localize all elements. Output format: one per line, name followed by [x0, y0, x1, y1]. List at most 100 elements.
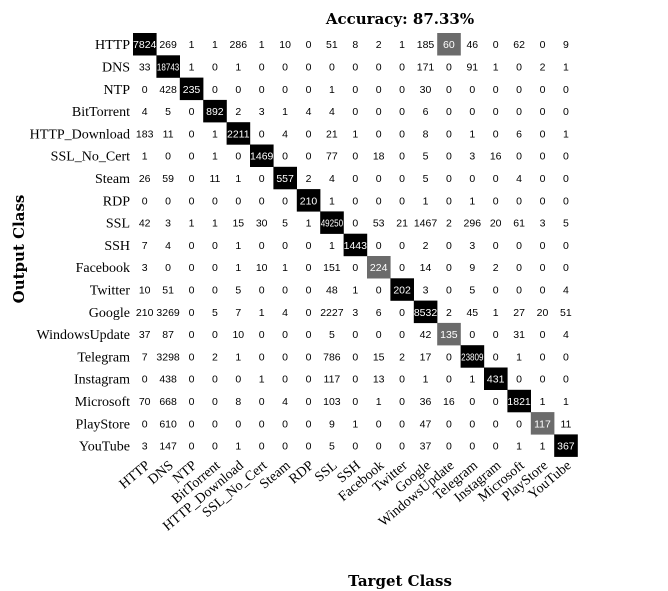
cell-value: 0 [142, 84, 148, 96]
cell-value: 51 [560, 307, 572, 319]
row-label: Facebook [76, 261, 130, 276]
cell-value: 7 [142, 240, 148, 252]
cell-value: 0 [282, 84, 288, 96]
cell-value: 0 [493, 396, 499, 408]
cell-value: 0 [399, 173, 405, 185]
cell-value: 9 [563, 39, 569, 51]
cell-value: 1 [282, 262, 288, 274]
cell-value: 0 [189, 396, 195, 408]
cell-value: 37 [139, 329, 151, 341]
cell-value: 2211 [227, 128, 250, 140]
cell-value: 0 [446, 195, 452, 207]
cell-value: 0 [306, 418, 312, 430]
cell-value: 1 [469, 374, 475, 386]
cell-value: 0 [399, 151, 405, 163]
cell-value: 5 [165, 106, 171, 118]
cell-value: 4 [282, 128, 288, 140]
cell-value: 1 [235, 351, 241, 363]
cell-value: 0 [540, 284, 546, 296]
matrix-cell [530, 412, 555, 435]
cell-value: 0 [376, 195, 382, 207]
cell-value: 0 [446, 128, 452, 140]
cell-value: 0 [306, 351, 312, 363]
cell-value: 1 [329, 240, 335, 252]
cell-value: 11 [560, 418, 571, 430]
cell-value: 0 [235, 374, 241, 386]
cell-value: 47 [420, 418, 432, 430]
cell-value: 1 [212, 151, 218, 163]
cell-value: 610 [159, 418, 177, 430]
cell-value: 1 [352, 128, 358, 140]
matrix-cell [437, 33, 461, 56]
cell-value: 0 [259, 84, 265, 96]
cell-value: 0 [469, 329, 475, 341]
cell-value: 135 [440, 329, 458, 341]
cell-value: 8 [423, 128, 429, 140]
matrix-cell [367, 256, 391, 279]
cell-value: 0 [212, 240, 218, 252]
cell-value: 3298 [156, 351, 180, 363]
cell-value: 0 [352, 173, 358, 185]
row-label: NTP [104, 83, 131, 98]
cell-value: 0 [516, 374, 522, 386]
cell-value: 0 [446, 173, 452, 185]
cell-value: 0 [446, 106, 452, 118]
row-label: BitTorrent [72, 105, 130, 120]
cell-value: 0 [446, 240, 452, 252]
cell-value: 117 [324, 374, 341, 386]
cell-value: 2 [306, 173, 312, 185]
cell-value: 1 [259, 374, 265, 386]
cell-value: 0 [446, 284, 452, 296]
cell-value: 3 [540, 218, 546, 230]
cell-value: 103 [323, 396, 341, 408]
cell-value: 15 [373, 351, 385, 363]
cell-value: 0 [189, 262, 195, 274]
cell-value: 20 [490, 218, 502, 230]
cell-value: 0 [212, 374, 218, 386]
cell-value: 0 [306, 128, 312, 140]
cell-value: 0 [493, 84, 499, 96]
cell-value: 0 [306, 284, 312, 296]
cell-value: 51 [326, 39, 338, 51]
cell-value: 51 [162, 284, 174, 296]
cell-value: 1 [352, 418, 358, 430]
cell-value: 0 [540, 128, 546, 140]
cell-value: 0 [493, 128, 499, 140]
cell-value: 0 [540, 329, 546, 341]
cell-value: 5 [329, 329, 335, 341]
cell-value: 20 [537, 307, 549, 319]
cell-value: 0 [493, 441, 499, 453]
cell-value: 61 [513, 218, 525, 230]
cell-value: 0 [235, 195, 241, 207]
cell-value: 0 [352, 151, 358, 163]
cell-value: 21 [326, 128, 338, 140]
cell-value: 5 [282, 218, 288, 230]
cell-value: 26 [139, 173, 151, 185]
cell-value: 269 [159, 39, 177, 51]
cell-value: 18743 [157, 61, 180, 73]
cell-value: 0 [446, 351, 452, 363]
cell-value: 0 [352, 351, 358, 363]
cell-value: 3 [142, 441, 148, 453]
matrix-cell [250, 144, 274, 167]
cell-value: 1 [212, 218, 218, 230]
cell-value: 0 [259, 329, 265, 341]
cell-value: 0 [540, 84, 546, 96]
cell-value: 23809 [461, 351, 484, 363]
cell-value: 27 [513, 307, 525, 319]
cell-value: 4 [282, 396, 288, 408]
cell-value: 11 [163, 128, 174, 140]
cell-value: 0 [399, 195, 405, 207]
cell-value: 3 [352, 307, 358, 319]
cell-value: 8532 [414, 307, 438, 319]
y-axis-title: Output Class [10, 195, 28, 304]
cell-value: 0 [189, 173, 195, 185]
cell-value: 8 [352, 39, 358, 51]
cell-value: 6 [376, 307, 382, 319]
cell-value: 5 [212, 307, 218, 319]
cell-value: 0 [306, 151, 312, 163]
cell-value: 1 [189, 39, 195, 51]
cell-value: 0 [352, 195, 358, 207]
column-labels: HTTPDNSNTPBitTorrentHTTP_DownloadSSL_No_… [117, 458, 575, 534]
cell-value: 0 [399, 84, 405, 96]
